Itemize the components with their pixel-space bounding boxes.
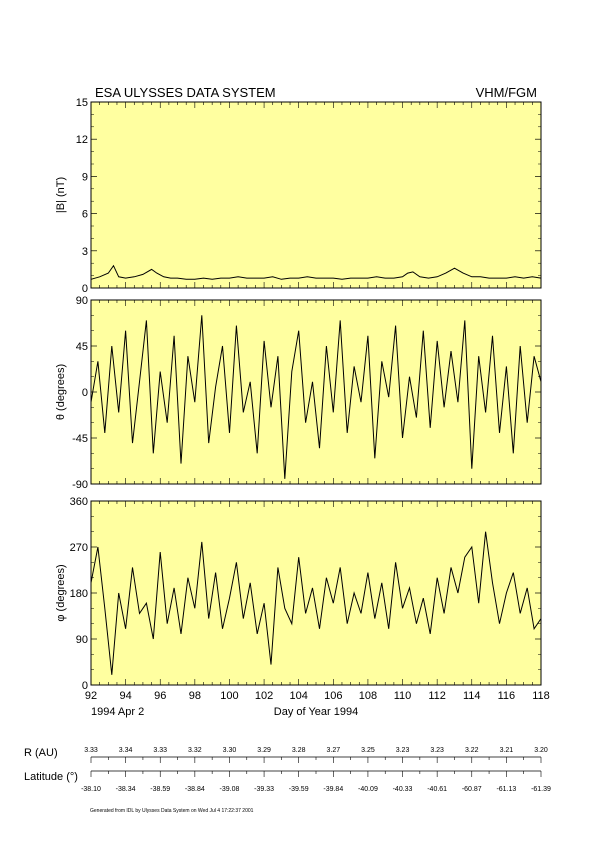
y-tick-label: 90 [76,634,88,646]
y-tick-label: 15 [76,97,88,109]
distance-value: 3.27 [326,747,340,754]
y-tick-label: 0 [82,283,88,295]
latitude-value: -38.10 [81,786,101,793]
panel-frame [90,500,542,686]
panel-2: -90 -45 0 45 90 θ (degrees) [55,295,542,491]
y-axis-label: φ (degrees) [55,564,67,621]
y-tick-label: -90 [72,479,88,491]
y-tick-label: 6 [82,209,88,221]
x-tick-label: 94 [119,690,131,702]
distance-value: 3.23 [430,747,444,754]
x-tick-label: 104 [290,690,308,702]
x-tick-label: 110 [394,690,412,702]
distance-value: 3.21 [500,747,514,754]
x-tick-label: 102 [255,690,273,702]
latitude-value: -40.33 [393,786,413,793]
x-axis-label: Day of Year 1994 [274,706,358,718]
latitude-value: -38.59 [150,786,170,793]
header-instrument: VHM/FGM [476,85,537,100]
y-tick-label: 270 [70,542,88,554]
header-title: ESA ULYSSES DATA SYSTEM [95,85,276,100]
y-tick-label: 9 [82,171,88,183]
x-tick-label: 108 [359,690,377,702]
y-axis-label: |B| (nT) [55,177,67,213]
latitude-value: -39.84 [323,786,343,793]
panel-3: 0 90 180 270 360 φ (degrees) 92 94 96 98 100 102 104… [55,496,550,718]
distance-value: 3.30 [223,747,237,754]
latitude-value: -40.09 [358,786,378,793]
distance-value: 3.34 [119,747,133,754]
distance-value: 3.20 [534,747,548,754]
x-tick-label: 114 [463,690,481,702]
x-tick-label: 100 [220,690,238,702]
x-tick-label: 96 [154,690,166,702]
distance-value: 3.33 [84,747,98,754]
distance-value: 3.29 [257,747,271,754]
data-trace [90,531,542,675]
ephemeris-axes: R (AU) 3.33 3.34 3.33 3.32 3.30 3.29 3.28 3.27 3.… [24,747,551,793]
distance-axis-label: R (AU) [24,747,58,759]
y-tick-label: -45 [72,433,88,445]
panel-background [91,102,541,288]
x-tick-label: 118 [532,690,550,702]
panel-frame [90,101,542,289]
y-axis-label: θ (degrees) [55,364,67,420]
data-trace [90,315,542,479]
panel-background [91,300,541,484]
footer-note: Generated from IDL by Ulysses Data Syste… [90,808,254,814]
latitude-axis-label: Latitude (°) [24,771,78,783]
distance-value: 3.25 [361,747,375,754]
latitude-value: -38.84 [185,786,205,793]
start-date-label: 1994 Apr 2 [91,706,144,718]
latitude-value: -60.87 [462,786,482,793]
y-tick-label: 90 [76,295,88,307]
panel-1: 0 3 6 9 12 15 |B| (nT) [55,97,542,295]
panel-background [91,501,541,685]
distance-axis: R (AU) 3.33 3.34 3.33 3.32 3.30 3.29 3.28 3.27 3.… [24,747,548,763]
y-tick-label: 3 [82,246,88,258]
x-tick-label: 116 [498,690,516,702]
latitude-value: -61.39 [531,786,551,793]
y-tick-label: 45 [76,341,88,353]
latitude-value: -38.34 [116,786,136,793]
x-tick-label: 112 [428,690,446,702]
y-tick-label: 180 [70,588,88,600]
latitude-axis: Latitude (°)-38.10 -38.34 -38.59 -38.84 -39.… [24,770,551,793]
x-tick-label: 106 [324,690,342,702]
y-tick-label: 0 [82,680,88,692]
y-tick-label: 12 [76,134,88,146]
distance-value: 3.22 [465,747,479,754]
latitude-value: -40.61 [427,786,447,793]
latitude-value: -39.08 [220,786,240,793]
distance-value: 3.32 [188,747,202,754]
x-tick-label: 92 [85,690,97,702]
latitude-value: -39.33 [254,786,274,793]
x-tick-label: 98 [189,690,201,702]
data-trace [90,264,542,280]
y-tick-label: 0 [82,387,88,399]
latitude-value: -39.59 [289,786,309,793]
distance-value: 3.23 [396,747,410,754]
panel-frame [90,299,542,485]
distance-value: 3.28 [292,747,306,754]
distance-value: 3.33 [153,747,167,754]
latitude-value: -61.13 [496,786,516,793]
y-tick-label: 360 [70,496,88,508]
